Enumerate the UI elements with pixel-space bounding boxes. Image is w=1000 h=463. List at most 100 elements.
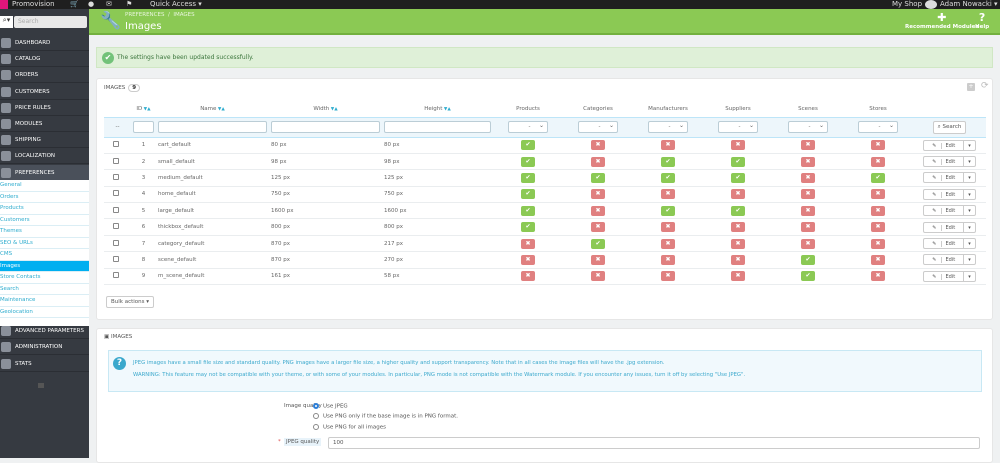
help-button[interactable]: ? Help [975, 11, 990, 30]
sort-asc-icon[interactable]: ▲ [334, 106, 338, 112]
breadcrumb-images[interactable]: IMAGES [173, 12, 195, 18]
sidebar-item-administration[interactable]: ADMINISTRATION [0, 339, 89, 356]
collapse-menu-icon[interactable] [38, 383, 44, 388]
cross-icon[interactable]: ✖ [661, 254, 675, 265]
actions-dropdown-toggle[interactable]: ▾ [963, 271, 975, 281]
check-icon[interactable]: ✔ [521, 189, 535, 200]
edit-button[interactable]: ✎ Edit [924, 141, 963, 150]
cross-icon[interactable]: ✖ [801, 156, 815, 167]
check-icon[interactable]: ✔ [661, 156, 675, 167]
my-shop-link[interactable]: My Shop [892, 0, 923, 8]
check-icon[interactable]: ✔ [521, 205, 535, 216]
add-icon[interactable]: + [967, 83, 975, 91]
submenu-item-themes[interactable]: Themes [0, 226, 89, 238]
filter-name-input[interactable] [158, 121, 267, 133]
messages-icon[interactable]: ✉ [106, 0, 112, 8]
recommended-modules-button[interactable]: ✚ Recommended Modules [905, 11, 979, 30]
cross-icon[interactable]: ✖ [591, 254, 605, 265]
cross-icon[interactable]: ✖ [801, 205, 815, 216]
bulk-actions-button[interactable]: Bulk actions ▾ [106, 296, 155, 308]
filter-scenes-select[interactable]: - [788, 120, 828, 133]
sidebar-item-price-rules[interactable]: PRICE RULES [0, 100, 89, 116]
sort-desc-icon[interactable]: ▼ [442, 106, 448, 112]
filter-width-input[interactable] [271, 121, 380, 133]
submenu-item-geolocation[interactable]: Geolocation [0, 307, 89, 318]
edit-button[interactable]: ✎ Edit [924, 173, 963, 182]
sidebar-item-shipping[interactable]: SHIPPING [0, 132, 89, 149]
actions-dropdown-toggle[interactable]: ▾ [963, 255, 975, 265]
radio-use-jpeg[interactable]: Use JPEG [313, 403, 348, 410]
avatar[interactable] [925, 0, 937, 9]
cross-icon[interactable]: ✖ [591, 156, 605, 167]
cross-icon[interactable]: ✖ [661, 140, 675, 151]
cross-icon[interactable]: ✖ [591, 271, 605, 282]
sort-asc-icon[interactable]: ▲ [221, 106, 225, 112]
check-icon[interactable]: ✔ [661, 172, 675, 183]
cross-icon[interactable]: ✖ [731, 189, 745, 200]
cross-icon[interactable]: ✖ [591, 205, 605, 216]
sidebar-item-catalog[interactable]: CATALOG [0, 51, 89, 68]
customer-icon[interactable]: ● [88, 0, 95, 8]
radio-use-png-if-base[interactable]: Use PNG only if the base image is in PNG… [313, 413, 458, 420]
submenu-item-maintenance[interactable]: Maintenance [0, 295, 89, 307]
cross-icon[interactable]: ✖ [661, 271, 675, 282]
user-menu[interactable]: Adam Nowacki ▾ [940, 0, 998, 8]
cross-icon[interactable]: ✖ [661, 238, 675, 249]
check-icon[interactable]: ✔ [591, 238, 605, 249]
edit-button[interactable]: ✎ Edit [924, 190, 963, 199]
sidebar-item-dashboard[interactable]: DASHBOARD [0, 35, 89, 51]
check-icon[interactable]: ✔ [731, 205, 745, 216]
jpeg-quality-input[interactable]: 100 [328, 437, 980, 449]
search-button[interactable]: ⌕ Search [932, 120, 967, 134]
cross-icon[interactable]: ✖ [871, 156, 885, 167]
edit-button[interactable]: ✎ Edit [924, 206, 963, 215]
cross-icon[interactable]: ✖ [731, 140, 745, 151]
submenu-item-products[interactable]: Products [0, 203, 89, 215]
sort-asc-icon[interactable]: ▲ [447, 106, 451, 112]
filter-products-select[interactable]: - [508, 120, 548, 133]
filter-stores-select[interactable]: - [858, 120, 898, 133]
sidebar-item-customers[interactable]: CUSTOMERS [0, 84, 89, 100]
cross-icon[interactable]: ✖ [871, 254, 885, 265]
row-checkbox[interactable] [113, 173, 119, 180]
submenu-item-cms[interactable]: CMS [0, 249, 89, 261]
submenu-item-customers[interactable]: Customers [0, 215, 89, 226]
edit-button[interactable]: ✎ Edit [924, 223, 963, 232]
cross-icon[interactable]: ✖ [801, 222, 815, 233]
edit-button[interactable]: ✎ Edit [924, 255, 963, 264]
submenu-item-general[interactable]: General [0, 180, 89, 192]
sidebar-item-stats[interactable]: STATS [0, 356, 89, 372]
check-icon[interactable]: ✔ [521, 222, 535, 233]
row-checkbox[interactable] [113, 157, 119, 164]
search-type-dropdown[interactable]: ⌕▾ [0, 16, 13, 28]
row-checkbox[interactable] [113, 190, 119, 197]
actions-dropdown-toggle[interactable]: ▾ [963, 206, 975, 216]
actions-dropdown-toggle[interactable]: ▾ [963, 222, 975, 232]
search-input[interactable]: Search [14, 16, 87, 28]
sort-asc-icon[interactable]: ▲ [147, 106, 151, 112]
cross-icon[interactable]: ✖ [661, 222, 675, 233]
check-icon[interactable]: ✔ [591, 172, 605, 183]
check-icon[interactable]: ✔ [801, 271, 815, 282]
submenu-item-search[interactable]: Search [0, 284, 89, 295]
cross-icon[interactable]: ✖ [591, 189, 605, 200]
cross-icon[interactable]: ✖ [801, 172, 815, 183]
actions-dropdown-toggle[interactable]: ▾ [963, 157, 975, 167]
cross-icon[interactable]: ✖ [871, 238, 885, 249]
filter-suppliers-select[interactable]: - [718, 120, 758, 133]
row-checkbox[interactable] [113, 141, 119, 148]
radio-use-png-all[interactable]: Use PNG for all images [313, 424, 386, 431]
submenu-item-seo-urls[interactable]: SEO & URLs [0, 238, 89, 249]
row-checkbox[interactable] [113, 206, 119, 213]
sidebar-item-modules[interactable]: MODULES [0, 116, 89, 132]
row-checkbox[interactable] [113, 239, 119, 246]
cross-icon[interactable]: ✖ [871, 189, 885, 200]
cart-icon[interactable]: 🛒 [70, 0, 79, 8]
refresh-icon[interactable]: ⟳ [981, 81, 989, 91]
actions-dropdown-toggle[interactable]: ▾ [963, 239, 975, 249]
submenu-item-store-contacts[interactable]: Store Contacts [0, 272, 89, 284]
cross-icon[interactable]: ✖ [521, 271, 535, 282]
row-checkbox[interactable] [113, 272, 119, 279]
sort-desc-icon[interactable]: ▼ [142, 106, 148, 112]
actions-dropdown-toggle[interactable]: ▾ [963, 140, 975, 150]
